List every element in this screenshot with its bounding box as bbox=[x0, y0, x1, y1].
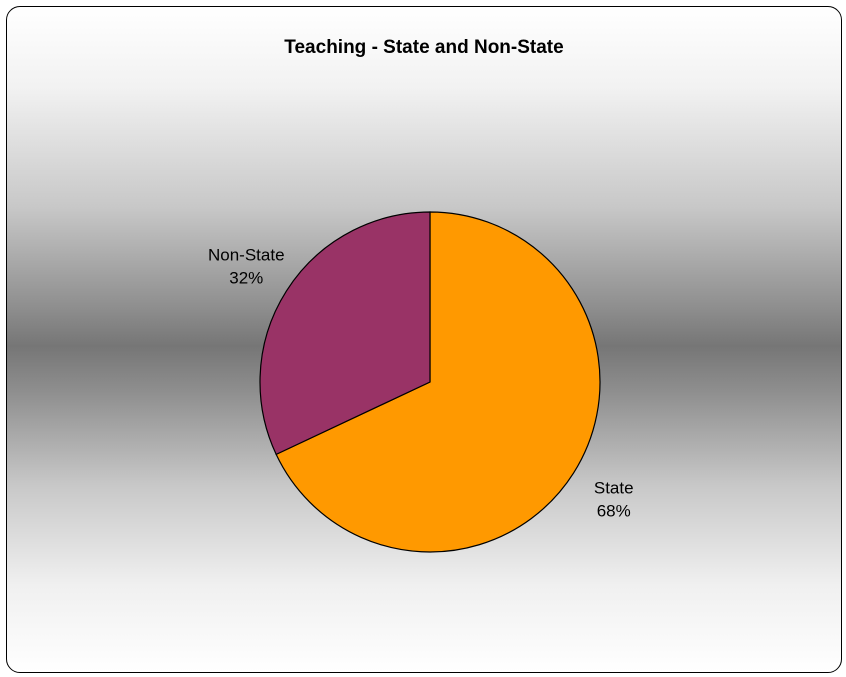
chart-title: Teaching - State and Non-State bbox=[284, 37, 564, 58]
slice-label-non-state: Non-State 32% bbox=[208, 245, 285, 287]
slice-label-state: State 68% bbox=[594, 479, 634, 521]
chart-area: Teaching - State and Non-State State 68% N… bbox=[6, 6, 842, 673]
pie-slice-non-state bbox=[259, 211, 431, 456]
pie-slice-state bbox=[275, 211, 601, 553]
pie-chart: State 68% Non-State 32% bbox=[208, 211, 634, 553]
